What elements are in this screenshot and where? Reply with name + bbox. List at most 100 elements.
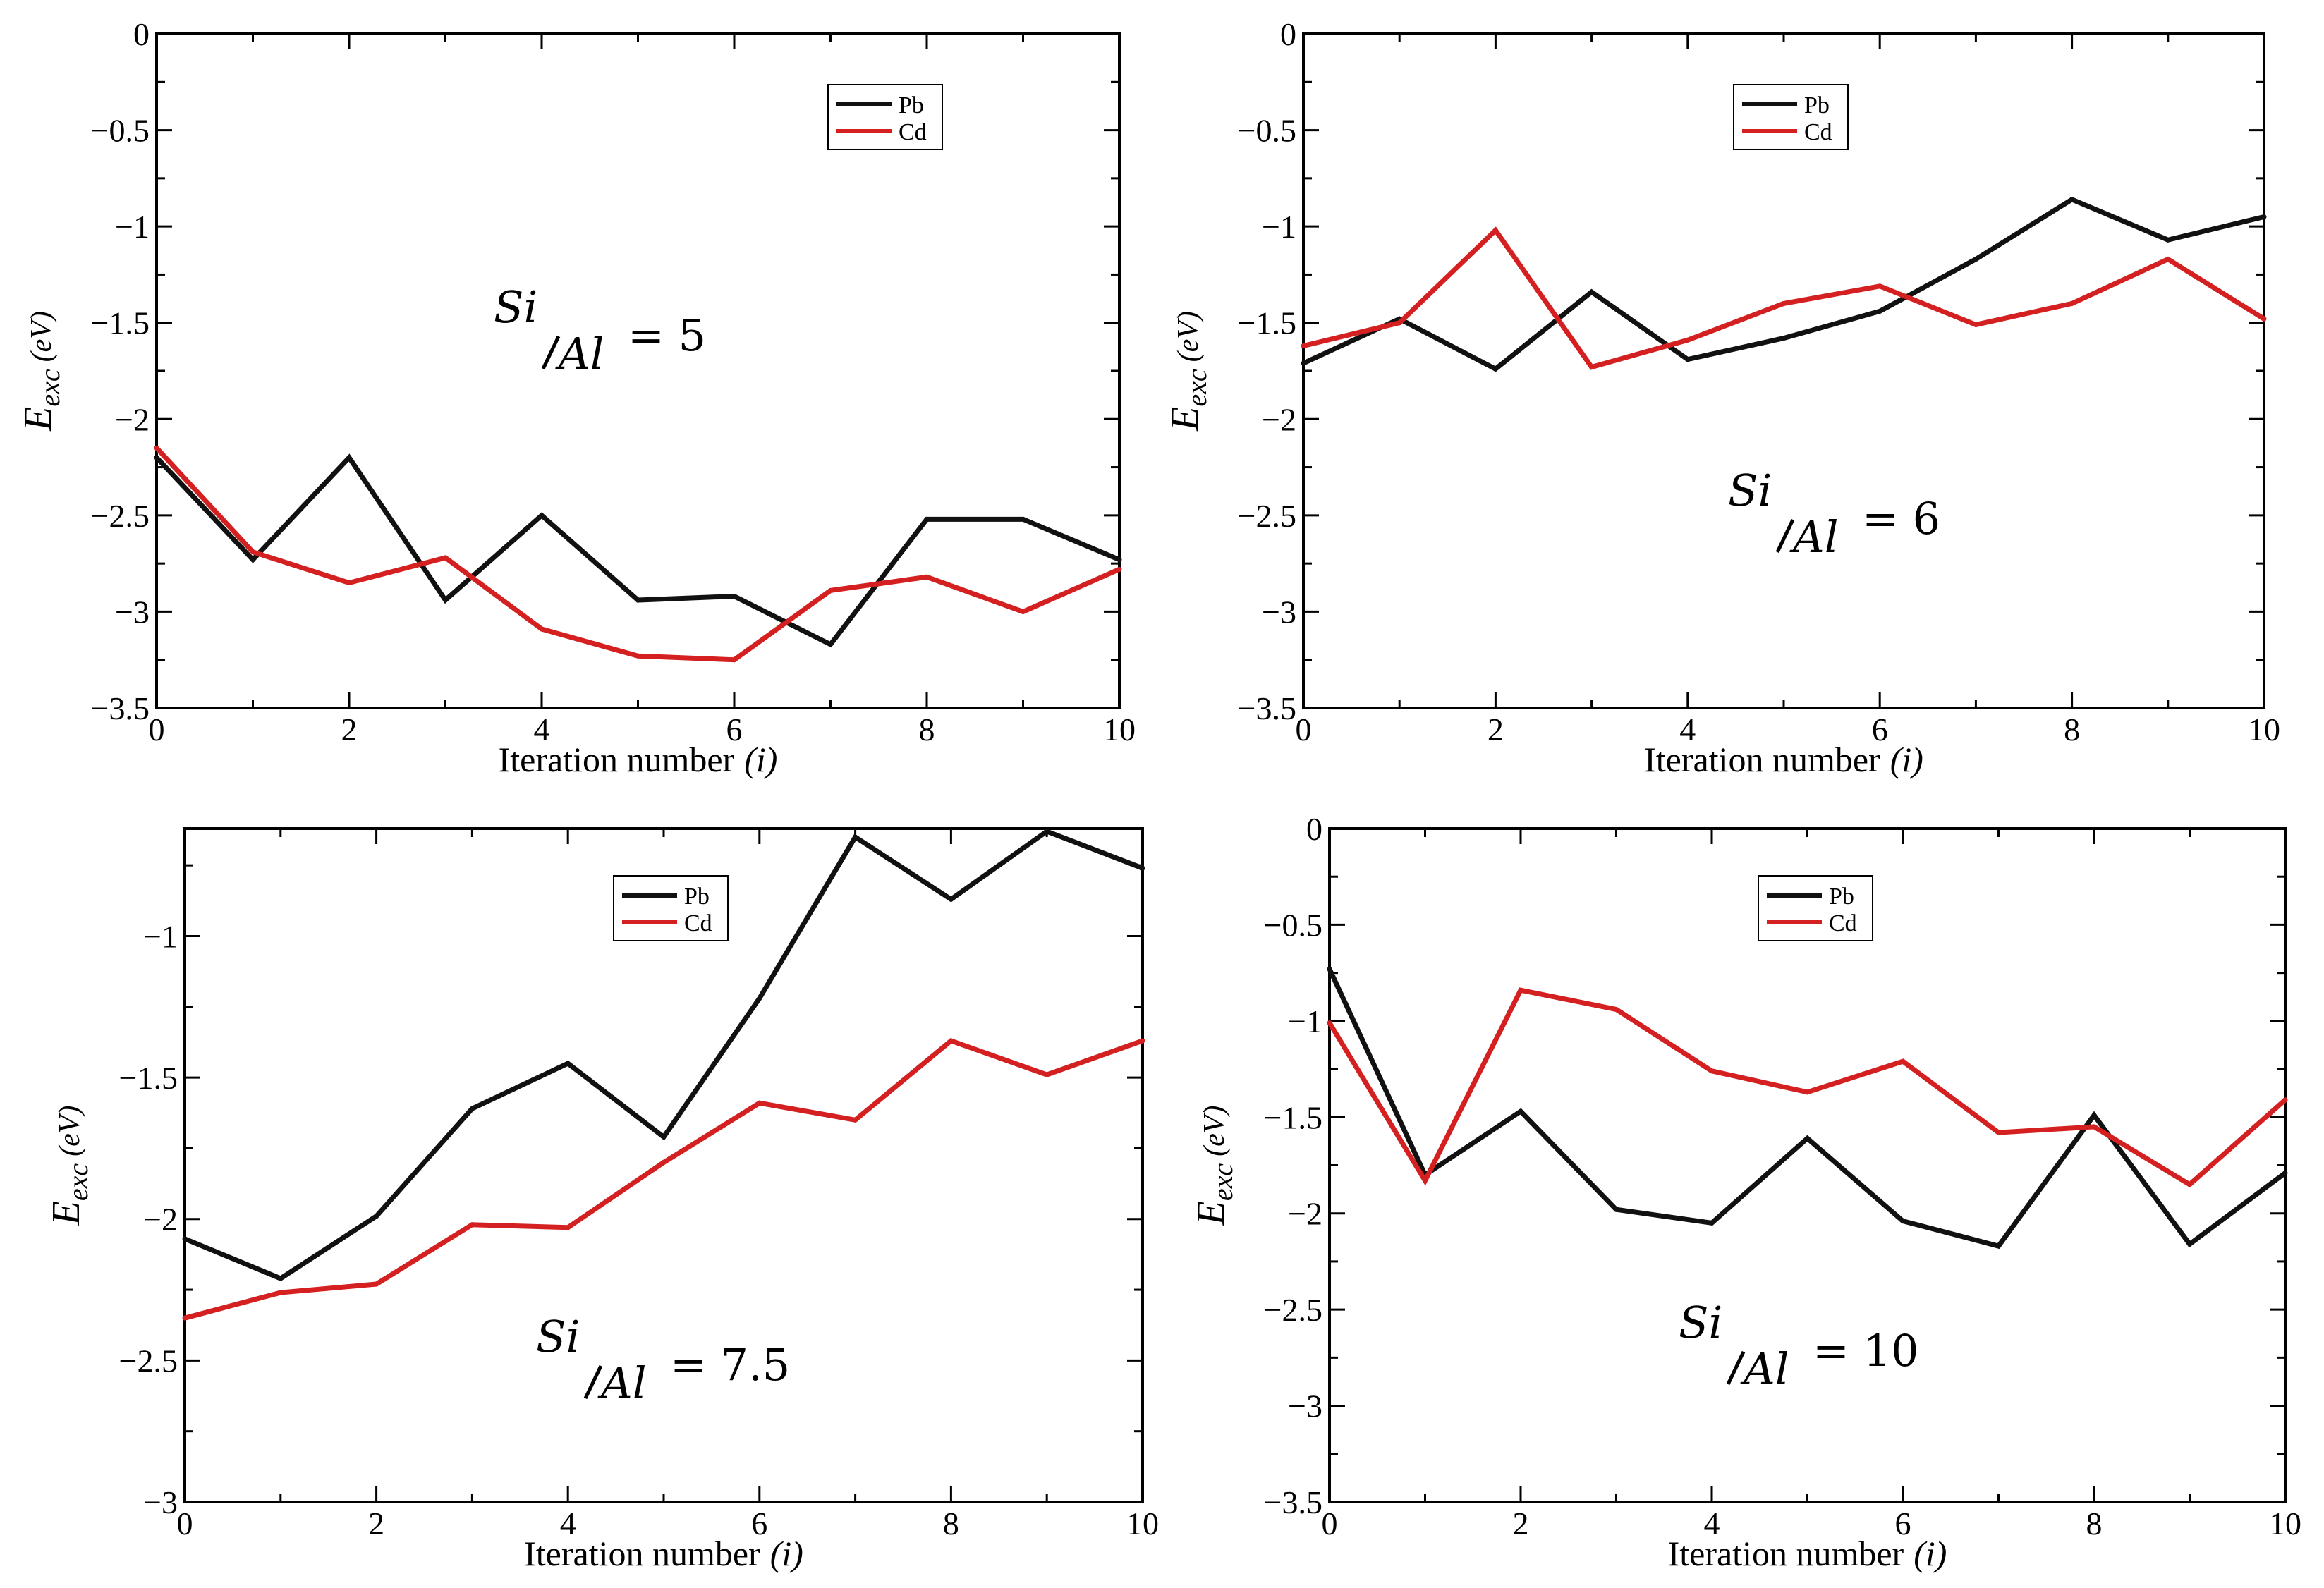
data-point-cd <box>1423 1178 1428 1183</box>
x-tick-label: 4 <box>534 711 550 747</box>
data-point-pb <box>757 996 762 1001</box>
data-point-pb <box>1877 308 1882 314</box>
y-axis-label-unit: (eV) <box>25 311 58 362</box>
data-point-cd <box>278 1290 284 1295</box>
ratio-denominator: Al <box>1789 511 1839 563</box>
x-tick-label: 8 <box>2064 711 2080 747</box>
series-line-pb <box>1327 967 2287 1250</box>
data-point-pb <box>1518 1108 1523 1114</box>
y-axis-label: Eexc (eV) <box>16 311 66 432</box>
y-tick-label: −3 <box>115 594 150 630</box>
chart-panel-3: 0 2 4 6 8 10 −1 −1.5 −2 −2.5 −3 Iteration number (i)… <box>44 827 1159 1573</box>
data-point-cd <box>1900 1058 1906 1064</box>
y-tick-label: −0.5 <box>1238 113 1296 149</box>
y-tick-label: 0 <box>1306 811 1322 847</box>
y-axis-label-unit: (eV) <box>1198 1106 1231 1156</box>
x-tick-label: 4 <box>1704 1505 1720 1541</box>
x-axis-label-var: (i) <box>1914 1534 1947 1573</box>
data-point-cd <box>2187 1182 2192 1187</box>
data-point-cd <box>948 1038 954 1044</box>
data-point-pb <box>1140 865 1145 871</box>
legend-box <box>827 84 943 150</box>
x-tick-label: 10 <box>1126 1505 1159 1541</box>
x-tick-label: 8 <box>943 1505 959 1541</box>
data-point-cd <box>1301 343 1306 348</box>
x-axis-label-var: (i) <box>744 740 777 779</box>
legend-box <box>1758 875 1873 941</box>
x-tick-label: 2 <box>341 711 358 747</box>
y-axis-label: Eexc (eV) <box>44 1106 94 1226</box>
y-tick-label: −2.5 <box>119 1343 178 1379</box>
data-point-pb <box>346 455 352 460</box>
chart-panel-4: 0 2 4 6 8 10 0 −0.5 −1 −1.5 −2 −2.5 −3 −3.5 Iteration … <box>1189 811 2301 1573</box>
data-point-cd <box>828 587 833 593</box>
series-line-cd <box>1327 987 2287 1188</box>
ratio-value: = 5 <box>628 310 706 361</box>
legend-box <box>1733 84 1849 150</box>
data-point-cd <box>1327 1020 1332 1026</box>
x-axis-label-text: Iteration number <box>499 740 735 779</box>
x-axis-label-text: Iteration number <box>1668 1534 1904 1573</box>
data-point-cd <box>2282 1097 2288 1103</box>
data-point-cd <box>1021 609 1026 614</box>
data-point-pb <box>661 1134 667 1140</box>
data-point-cd <box>1518 987 1523 993</box>
ratio-numerator: Si <box>494 281 537 333</box>
data-point-cd <box>469 1222 475 1228</box>
data-point-pb <box>1996 1243 2001 1249</box>
ratio-denominator: Al <box>555 328 604 379</box>
data-point-pb <box>154 455 159 460</box>
data-point-pb <box>1327 966 1332 972</box>
y-tick-label: −1 <box>115 209 150 245</box>
data-point-pb <box>1044 829 1050 834</box>
data-point-cd <box>443 555 448 561</box>
data-point-pb <box>2165 237 2171 243</box>
y-axis-label-sub: exc <box>1181 369 1212 407</box>
x-tick-label: 4 <box>1679 711 1696 747</box>
y-tick-label: −3.5 <box>91 690 150 726</box>
y-tick-label: −1.5 <box>1264 1099 1322 1135</box>
x-tick-label: 6 <box>751 1505 767 1541</box>
x-tick-label: 6 <box>1872 711 1888 747</box>
y-tick-label: −1.5 <box>119 1060 178 1096</box>
data-point-cd <box>1996 1130 2001 1135</box>
data-point-cd <box>1877 283 1882 289</box>
data-point-cd <box>154 445 159 451</box>
data-point-cd <box>250 549 255 555</box>
data-point-cd <box>661 1159 667 1165</box>
data-point-pb <box>1614 1207 1619 1212</box>
data-point-pb <box>1781 336 1787 341</box>
ratio-numerator: Si <box>536 1311 580 1362</box>
data-point-cd <box>924 574 930 580</box>
y-axis-label: Eexc (eV) <box>1163 311 1212 432</box>
ratio-denominator: Al <box>1740 1343 1789 1395</box>
data-point-pb <box>278 1276 284 1281</box>
ratio-slash <box>1726 1350 1746 1386</box>
x-tick-label: 2 <box>368 1505 384 1541</box>
data-point-pb <box>948 896 954 902</box>
ratio-slash <box>1775 518 1795 554</box>
y-tick-label: −1 <box>143 918 178 954</box>
y-tick-label: −3.5 <box>1238 690 1296 726</box>
ratio-annotation: Si Al = 7.5 <box>536 1311 790 1409</box>
y-tick-label: −1.5 <box>1238 305 1296 341</box>
y-axis-label-main: E <box>1189 1201 1233 1226</box>
x-tick-label: 8 <box>2086 1505 2103 1541</box>
series-line-cd <box>184 1037 1144 1321</box>
ratio-annotation: Si Al = 5 <box>494 281 706 379</box>
data-point-cd <box>1614 1006 1619 1012</box>
data-point-pb <box>469 1106 475 1111</box>
data-point-pb <box>2261 214 2267 219</box>
data-point-cd <box>635 653 640 659</box>
data-point-cd <box>1589 365 1595 370</box>
y-tick-label: −2.5 <box>1264 1292 1322 1328</box>
y-tick-label: −1 <box>1262 209 1296 245</box>
x-tick-label: 0 <box>177 1505 193 1541</box>
x-axis-label-var: (i) <box>770 1534 803 1573</box>
data-point-cd <box>2165 257 2171 262</box>
data-point-pb <box>924 516 930 522</box>
data-point-cd <box>1140 1038 1145 1044</box>
